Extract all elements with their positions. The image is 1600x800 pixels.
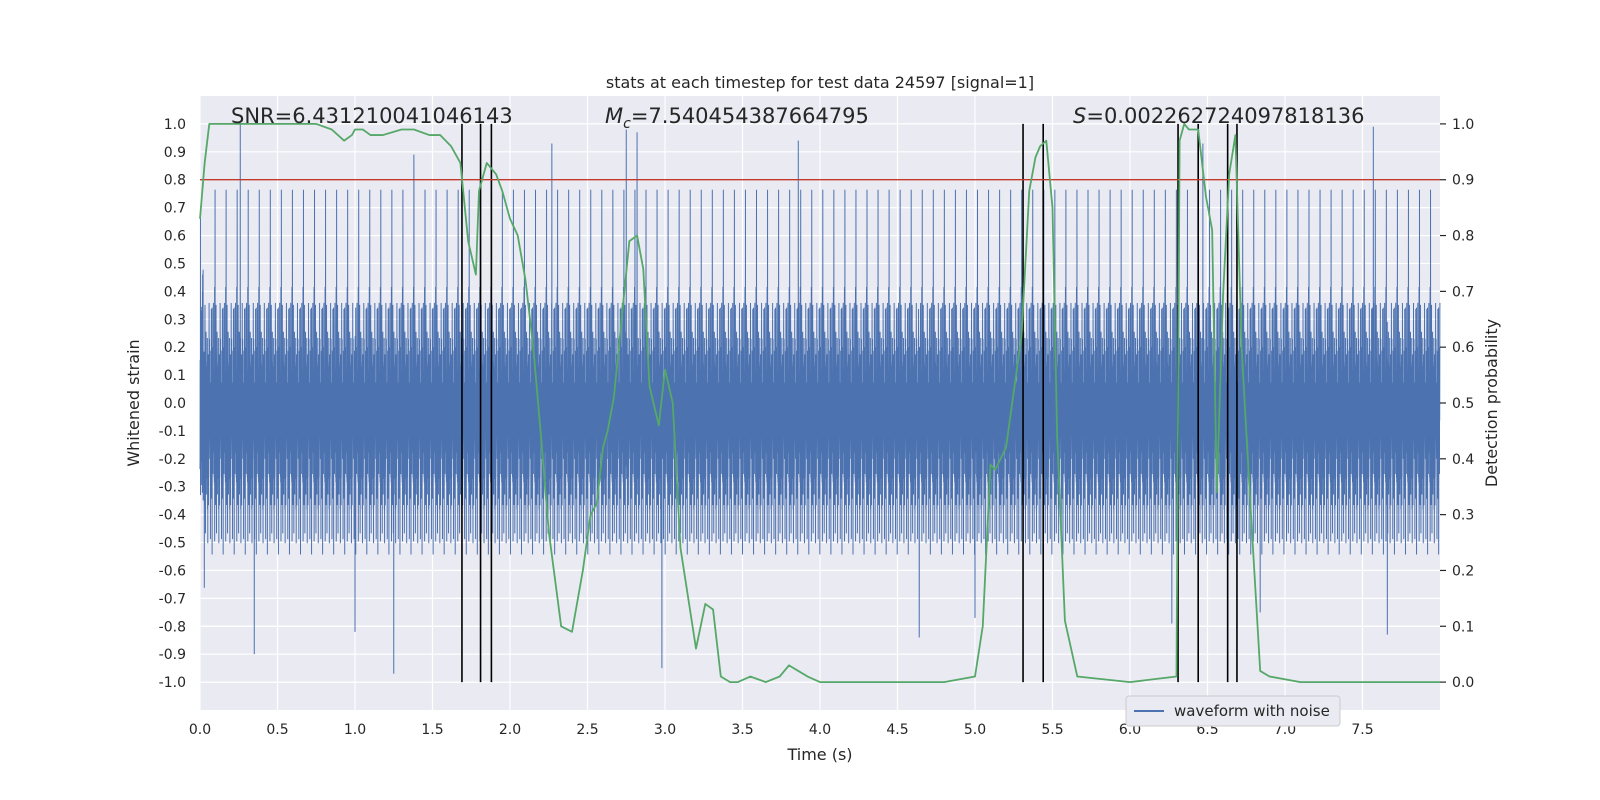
y-left-tick-label: -0.6 — [159, 563, 186, 579]
y-left-tick-label: -0.2 — [159, 452, 186, 468]
y-right-tick-label: 0.9 — [1452, 173, 1474, 189]
y-right-tick-label: 0.6 — [1452, 340, 1474, 356]
waveform-with-noise-series — [199, 123, 1441, 674]
x-tick-label: 3.0 — [654, 722, 676, 738]
y-left-tick-label: 0.9 — [164, 145, 186, 161]
x-tick-label: 5.5 — [1041, 722, 1063, 738]
y-right-tick-label: 0.0 — [1452, 675, 1474, 691]
y-right-tick-label: 0.3 — [1452, 508, 1474, 524]
y-right-tick-label: 0.7 — [1452, 284, 1474, 300]
y-left-tick-label: -0.5 — [159, 536, 186, 552]
probability-layer — [199, 123, 1440, 683]
y-left-tick-label: -1.0 — [159, 675, 186, 691]
legend: waveform with noise — [1125, 695, 1341, 727]
y-left-tick-label: 0.8 — [164, 173, 186, 189]
chart-title: stats at each timestep for test data 245… — [606, 73, 1034, 92]
x-tick-label: 4.5 — [886, 722, 908, 738]
detection-probability-series — [199, 123, 1440, 683]
y-left-tick-label: -0.7 — [159, 591, 186, 607]
y-left-tick-label: 0.2 — [164, 340, 186, 356]
y-left-tick-label: -0.3 — [159, 480, 186, 496]
y-left-tick-label: 0.6 — [164, 229, 186, 245]
legend-label: waveform with noise — [1174, 702, 1330, 720]
x-tick-label: 0.5 — [266, 722, 288, 738]
x-tick-label: 7.5 — [1351, 722, 1373, 738]
y-axis-label-left: Whitened strain — [124, 339, 143, 466]
y-left-tick-label: -0.4 — [159, 508, 186, 524]
y-left-tick-label: -0.1 — [159, 424, 186, 440]
x-tick-label: 4.0 — [809, 722, 831, 738]
y-right-tick-label: 0.5 — [1452, 396, 1474, 412]
y-left-tick-label: 0.1 — [164, 368, 186, 384]
chirp-mass-value: =7.540454387664795 — [631, 104, 869, 128]
x-tick-label: 1.0 — [344, 722, 366, 738]
s-value: =0.002262724097818136 — [1086, 104, 1364, 128]
x-tick-label: 0.0 — [189, 722, 211, 738]
x-tick-label: 2.0 — [499, 722, 521, 738]
s-annotation: S=0.002262724097818136 — [1073, 104, 1364, 128]
noise-layer — [199, 123, 1441, 674]
y-axis-label-right: Detection probability — [1482, 319, 1501, 487]
y-right-tick-label: 0.4 — [1452, 452, 1474, 468]
chirp-mass-symbol: M — [605, 104, 623, 128]
x-axis-label: Time (s) — [786, 745, 852, 764]
chirp-mass-annotation: Mc=7.540454387664795 — [605, 104, 869, 132]
x-tick-label: 5.0 — [964, 722, 986, 738]
y-left-tick-label: -0.8 — [159, 619, 186, 635]
y-left-tick-label: 0.4 — [164, 284, 186, 300]
y-right-tick-label: 0.1 — [1452, 619, 1474, 635]
chirp-mass-subscript: c — [623, 116, 631, 132]
y-left-tick-label: 0.3 — [164, 312, 186, 328]
y-left-tick-label: 0.0 — [164, 396, 186, 412]
snr-annotation: SNR=6.431210041046143 — [231, 104, 513, 128]
y-left-tick-label: 1.0 — [164, 117, 186, 133]
x-tick-label: 3.5 — [731, 722, 753, 738]
y-left-tick-label: -0.9 — [159, 647, 186, 663]
y-right-tick-label: 0.2 — [1452, 563, 1474, 579]
tick-layer: 0.0 0.5 1.0 1.5 2.0 2.5 3.0 3.5 4.0 4.5 5.0 5.5 6.0 6… — [159, 117, 1475, 738]
s-symbol: S — [1073, 104, 1086, 128]
y-left-tick-label: 0.7 — [164, 201, 186, 217]
legend-box — [1125, 695, 1341, 727]
x-tick-label: 2.5 — [576, 722, 598, 738]
x-tick-label: 1.5 — [421, 722, 443, 738]
y-right-tick-label: 1.0 — [1452, 117, 1474, 133]
y-right-tick-label: 0.8 — [1452, 229, 1474, 245]
y-left-tick-label: 0.5 — [164, 256, 186, 272]
